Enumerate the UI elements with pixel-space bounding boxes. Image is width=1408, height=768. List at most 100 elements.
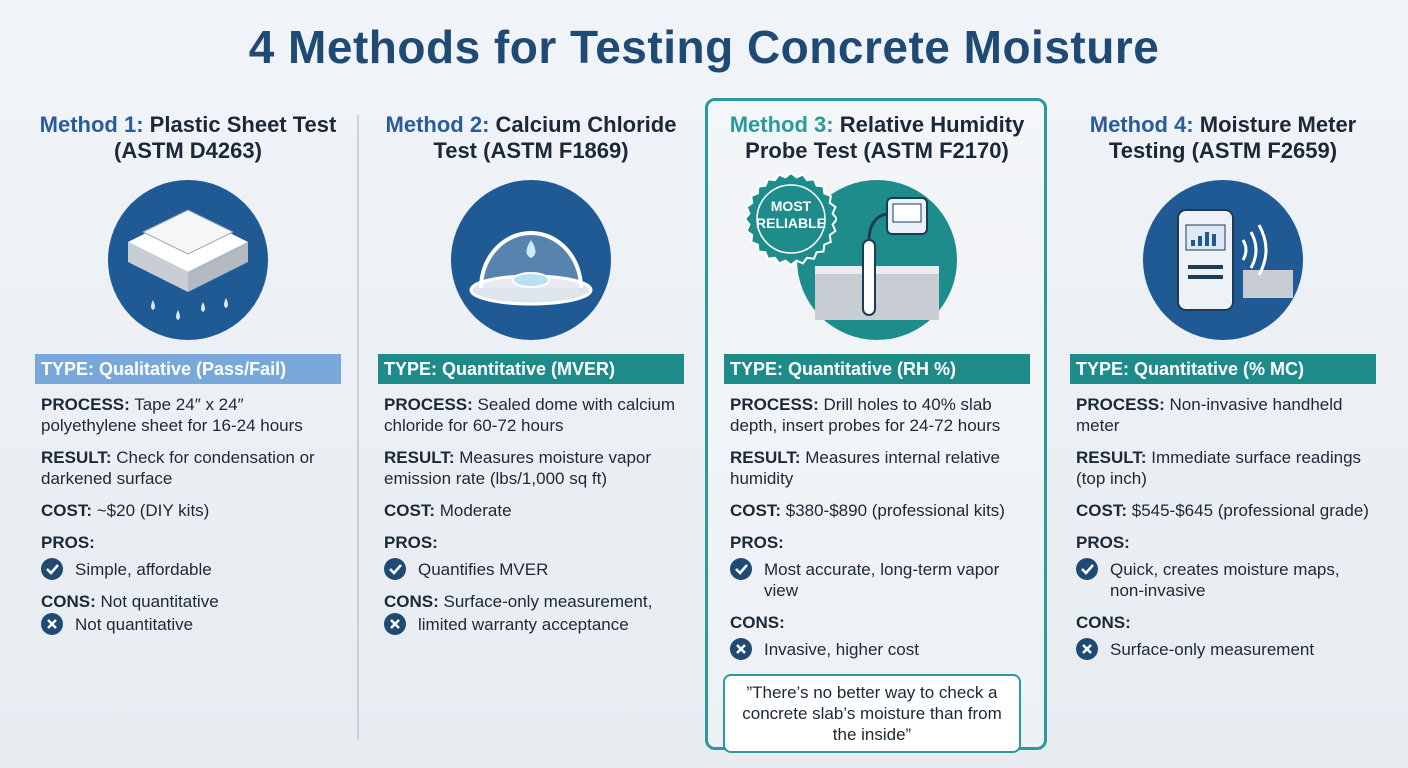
- check-icon: [41, 558, 63, 580]
- detail-label: RESULT:: [730, 448, 801, 467]
- detail-text: Surface-only measurement,: [443, 592, 653, 611]
- pros-heading: PROS:: [730, 532, 1024, 553]
- badge-text: MOST RELIABLE: [756, 198, 826, 231]
- item-text: Quantifies MVER: [418, 560, 549, 579]
- detail-result: RESULT: Measures internal relative humid…: [730, 447, 1024, 489]
- method-icon-shape: [892, 203, 922, 223]
- item-text: Quick, creates moisture maps, non-invasi…: [1110, 560, 1340, 600]
- check-icon-shape: [730, 558, 752, 580]
- cross-icon: [730, 638, 752, 660]
- pros-heading: PROS:: [41, 532, 335, 553]
- type-bar: TYPE: Quantitative (RH %): [724, 354, 1030, 384]
- cons-heading: CONS: Not quantitative: [41, 591, 335, 612]
- method-icon-shape: [815, 266, 939, 274]
- check-icon: [1076, 558, 1098, 580]
- type-bar: TYPE: Quantitative (% MC): [1070, 354, 1376, 384]
- method-heading: Method 1: Plastic Sheet Test (ASTM D4263…: [35, 112, 341, 170]
- badge-shape: [745, 173, 837, 265]
- method-icon-shape: [1212, 234, 1216, 246]
- detail-result: RESULT: Measures moisture vapor emission…: [384, 447, 678, 489]
- cross-icon: [41, 613, 63, 635]
- detail-process: PROCESS: Tape 24″ x 24″ polyethylene she…: [41, 394, 335, 436]
- divider: [357, 115, 359, 740]
- detail-label: COST:: [730, 501, 781, 520]
- detail-label: PROS:: [1076, 533, 1130, 552]
- item-text: Surface-only measurement: [1110, 640, 1315, 659]
- method-name: Calcium Chloride Test (ASTM F1869): [433, 112, 677, 163]
- method-icon-shape: [1243, 270, 1293, 298]
- detail-label: RESULT:: [384, 448, 455, 467]
- detail-process: PROCESS: Non-invasive handheld meter: [1076, 394, 1370, 436]
- detail-text: $545-$645 (professional grade): [1131, 501, 1369, 520]
- detail-text: $380-$890 (professional kits): [785, 501, 1005, 520]
- cons-item: Surface-only measurement: [1076, 638, 1370, 660]
- detail-label: COST:: [41, 501, 92, 520]
- detail-cost: COST: Moderate: [384, 500, 678, 521]
- detail-cost: COST: $380-$890 (professional kits): [730, 500, 1024, 521]
- detail-label: PROCESS:: [1076, 395, 1165, 414]
- detail-label: CONS:: [41, 592, 96, 611]
- detail-text: Not quantitative: [100, 592, 219, 611]
- pros-block: PROS: Quick, creates moisture maps, non-i…: [1076, 532, 1370, 601]
- cons-item: Invasive, higher cost: [730, 638, 1024, 660]
- item-text: Invasive, higher cost: [764, 640, 919, 659]
- pros-item: Quantifies MVER: [384, 558, 678, 580]
- check-icon-shape: [384, 558, 406, 580]
- method-column: Method 4: Moisture Meter Testing (ASTM F…: [1070, 112, 1376, 660]
- method-name: Moisture Meter Testing (ASTM F2659): [1108, 112, 1357, 163]
- detail-text: Measures internal relative humidity: [730, 448, 1000, 488]
- detail-text: ~$20 (DIY kits): [96, 501, 210, 520]
- quote: ”There’s no better way to check a concre…: [723, 674, 1021, 753]
- type-bar: TYPE: Quantitative (MVER): [378, 354, 684, 384]
- method-number: Method 4:: [1089, 112, 1194, 137]
- check-icon-shape: [1076, 558, 1098, 580]
- pros-heading: PROS:: [384, 532, 678, 553]
- details: PROCESS: Sealed dome with calcium chlori…: [378, 384, 684, 635]
- details: PROCESS: Drill holes to 40% slab depth, …: [724, 384, 1030, 660]
- pros-block: PROS: Most accurate, long-term vapor view: [730, 532, 1024, 601]
- cons-heading: CONS:: [730, 612, 1024, 633]
- type-bar: TYPE: Qualitative (Pass/Fail): [35, 354, 341, 384]
- method-column: Method 3: Relative Humidity Probe Test (…: [723, 112, 1030, 753]
- method-icon-shape: [862, 239, 876, 316]
- method-name: Relative Humidity Probe Test (ASTM F2170…: [745, 112, 1025, 163]
- item-text: limited warranty acceptance: [418, 615, 629, 634]
- detail-label: COST:: [384, 501, 435, 520]
- badge-shape: [756, 184, 826, 254]
- method-icon-shape: [1198, 236, 1202, 246]
- detail-text: Moderate: [439, 501, 512, 520]
- detail-label: RESULT:: [1076, 448, 1147, 467]
- method-icon-shape: [1205, 232, 1209, 246]
- detail-result: RESULT: Check for condensation or darken…: [41, 447, 335, 489]
- method-icon-shape: [815, 270, 939, 320]
- pros-block: PROS: Simple, affordable: [41, 532, 335, 580]
- method-number: Method 1:: [39, 112, 144, 137]
- detail-text: Non-invasive handheld meter: [1076, 395, 1343, 435]
- detail-label: PROCESS:: [730, 395, 819, 414]
- cross-icon-shape: [736, 644, 746, 654]
- badge: [745, 173, 837, 265]
- detail-text: Tape 24″ x 24″ polyethylene sheet for 16…: [41, 395, 303, 435]
- detail-label: PROS:: [730, 533, 784, 552]
- cons-block: CONS: Surface-only measurement: [1076, 612, 1370, 660]
- method-icon-shape: [1191, 240, 1195, 246]
- method-name: Plastic Sheet Test (ASTM D4263): [114, 112, 337, 163]
- pros-item: Quick, creates moisture maps, non-invasi…: [1076, 558, 1370, 601]
- method-column: Method 1: Plastic Sheet Test (ASTM D4263…: [35, 112, 341, 635]
- method-icon: [451, 180, 611, 340]
- detail-cost: COST: $545-$645 (professional grade): [1076, 500, 1370, 521]
- method-icon: [1143, 180, 1303, 340]
- pros-block: PROS: Quantifies MVER: [384, 532, 678, 580]
- detail-label: CONS:: [384, 592, 439, 611]
- cons-block: CONS: Not quantitative Not quantitative: [41, 591, 335, 635]
- detail-label: CONS:: [1076, 613, 1131, 632]
- cons-block: CONS: Surface-only measurement, limited w…: [384, 591, 678, 635]
- detail-cost: COST: ~$20 (DIY kits): [41, 500, 335, 521]
- check-icon: [730, 558, 752, 580]
- cross-icon-shape: [47, 619, 57, 629]
- detail-process: PROCESS: Sealed dome with calcium chlori…: [384, 394, 678, 436]
- method-heading: Method 4: Moisture Meter Testing (ASTM F…: [1070, 112, 1376, 170]
- cons-block: CONS: Invasive, higher cost: [730, 612, 1024, 660]
- detail-text: Immediate surface readings (top inch): [1076, 448, 1362, 488]
